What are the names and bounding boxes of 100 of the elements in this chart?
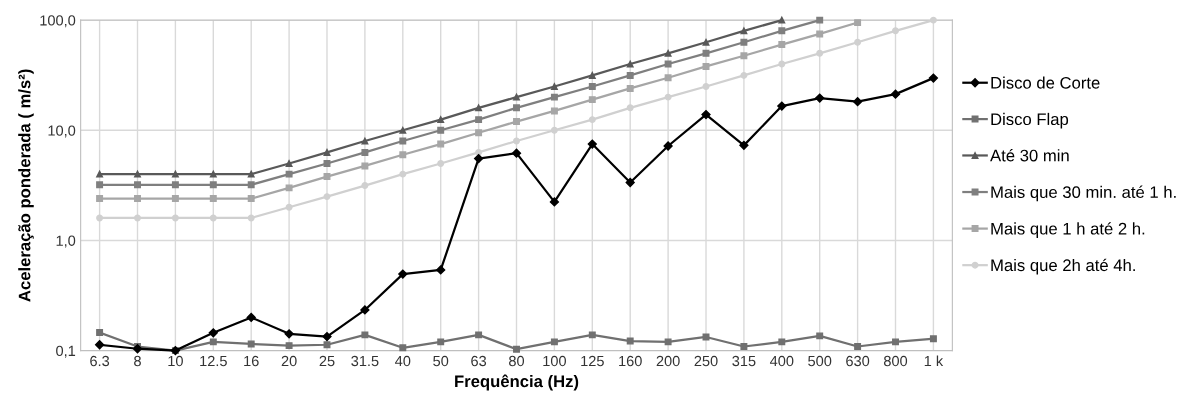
point xyxy=(475,104,483,112)
x-tick-label: 8 xyxy=(134,355,141,367)
point xyxy=(475,116,483,124)
point xyxy=(778,27,786,35)
x-tick-label: 12.5 xyxy=(200,355,227,367)
point xyxy=(96,195,104,203)
point xyxy=(399,344,407,352)
x-tick-label: 63 xyxy=(471,355,487,367)
point xyxy=(475,129,483,137)
point xyxy=(778,338,786,346)
y-tick-label: 0,1 xyxy=(56,345,76,358)
point xyxy=(96,181,104,189)
point xyxy=(171,181,179,189)
point xyxy=(399,151,407,159)
point xyxy=(437,116,445,124)
point xyxy=(323,341,331,349)
point xyxy=(436,265,446,275)
point xyxy=(322,331,332,342)
x-tick-label: 125 xyxy=(581,355,604,367)
point xyxy=(816,49,824,57)
point xyxy=(171,170,179,178)
point xyxy=(702,49,710,57)
legend-label: Mais que 2h até 4h. xyxy=(991,258,1135,275)
point xyxy=(626,84,634,92)
point xyxy=(664,93,672,101)
x-tick-label: 800 xyxy=(883,355,908,367)
point xyxy=(929,16,937,24)
point xyxy=(740,52,748,60)
point xyxy=(285,170,293,178)
x-tick-label: 25 xyxy=(319,355,335,367)
point xyxy=(550,338,558,346)
point xyxy=(664,338,672,346)
point xyxy=(96,170,104,178)
point xyxy=(778,41,786,49)
point xyxy=(664,49,672,57)
point xyxy=(513,137,520,145)
point xyxy=(134,195,141,203)
x-tick-label: 80 xyxy=(509,355,525,367)
point xyxy=(740,343,748,350)
point xyxy=(361,331,369,339)
point xyxy=(550,93,558,101)
point xyxy=(588,82,596,90)
point xyxy=(701,109,711,120)
point xyxy=(892,27,899,35)
point xyxy=(663,141,673,151)
point xyxy=(625,177,635,188)
legend-label: Disco de Corte xyxy=(991,76,1100,89)
point xyxy=(209,181,217,189)
point xyxy=(588,331,596,339)
point xyxy=(778,60,786,68)
x-tick-label: 200 xyxy=(656,355,680,367)
x-axis-title: Frequência (Hz) xyxy=(455,374,579,391)
point xyxy=(550,126,558,134)
y-tick-label: 100,0 xyxy=(40,15,76,28)
point xyxy=(285,159,293,167)
point xyxy=(513,345,520,353)
point xyxy=(247,181,255,189)
x-tick-label: 315 xyxy=(732,355,756,367)
point xyxy=(549,197,560,207)
x-tick-label: 630 xyxy=(846,355,870,367)
point xyxy=(854,343,862,350)
point xyxy=(740,38,748,46)
point xyxy=(209,214,217,222)
point xyxy=(815,93,825,103)
point xyxy=(132,344,143,354)
point xyxy=(511,148,522,158)
point xyxy=(246,312,256,323)
x-tick-label: 10 xyxy=(168,355,183,367)
point xyxy=(740,27,748,35)
point xyxy=(626,337,634,345)
point xyxy=(285,184,293,192)
x-tick-label: 500 xyxy=(808,355,832,367)
point xyxy=(664,74,672,82)
point xyxy=(475,331,483,339)
point xyxy=(513,93,520,101)
point xyxy=(209,195,217,203)
point xyxy=(929,335,937,343)
point xyxy=(361,148,369,156)
point xyxy=(209,170,217,178)
point xyxy=(208,328,218,338)
point xyxy=(323,159,331,167)
point xyxy=(437,140,445,148)
x-tick-label: 31.5 xyxy=(351,355,379,367)
point xyxy=(134,170,141,178)
point xyxy=(702,38,710,46)
point xyxy=(437,159,445,167)
point xyxy=(475,148,483,156)
point xyxy=(399,126,407,134)
point xyxy=(852,97,863,107)
point xyxy=(702,333,710,341)
x-tick-label: 16 xyxy=(244,355,259,367)
x-tick-label: 250 xyxy=(694,355,718,367)
x-tick-label: 160 xyxy=(619,355,642,367)
point xyxy=(171,214,179,222)
x-tick-label: 6.3 xyxy=(90,355,110,367)
y-axis-title: Aceleração ponderada ( m/s²) xyxy=(18,69,34,302)
legend-label: Disco Flap xyxy=(991,112,1069,129)
x-tick-label: 100 xyxy=(543,355,566,367)
point xyxy=(588,96,596,104)
point xyxy=(702,82,710,90)
